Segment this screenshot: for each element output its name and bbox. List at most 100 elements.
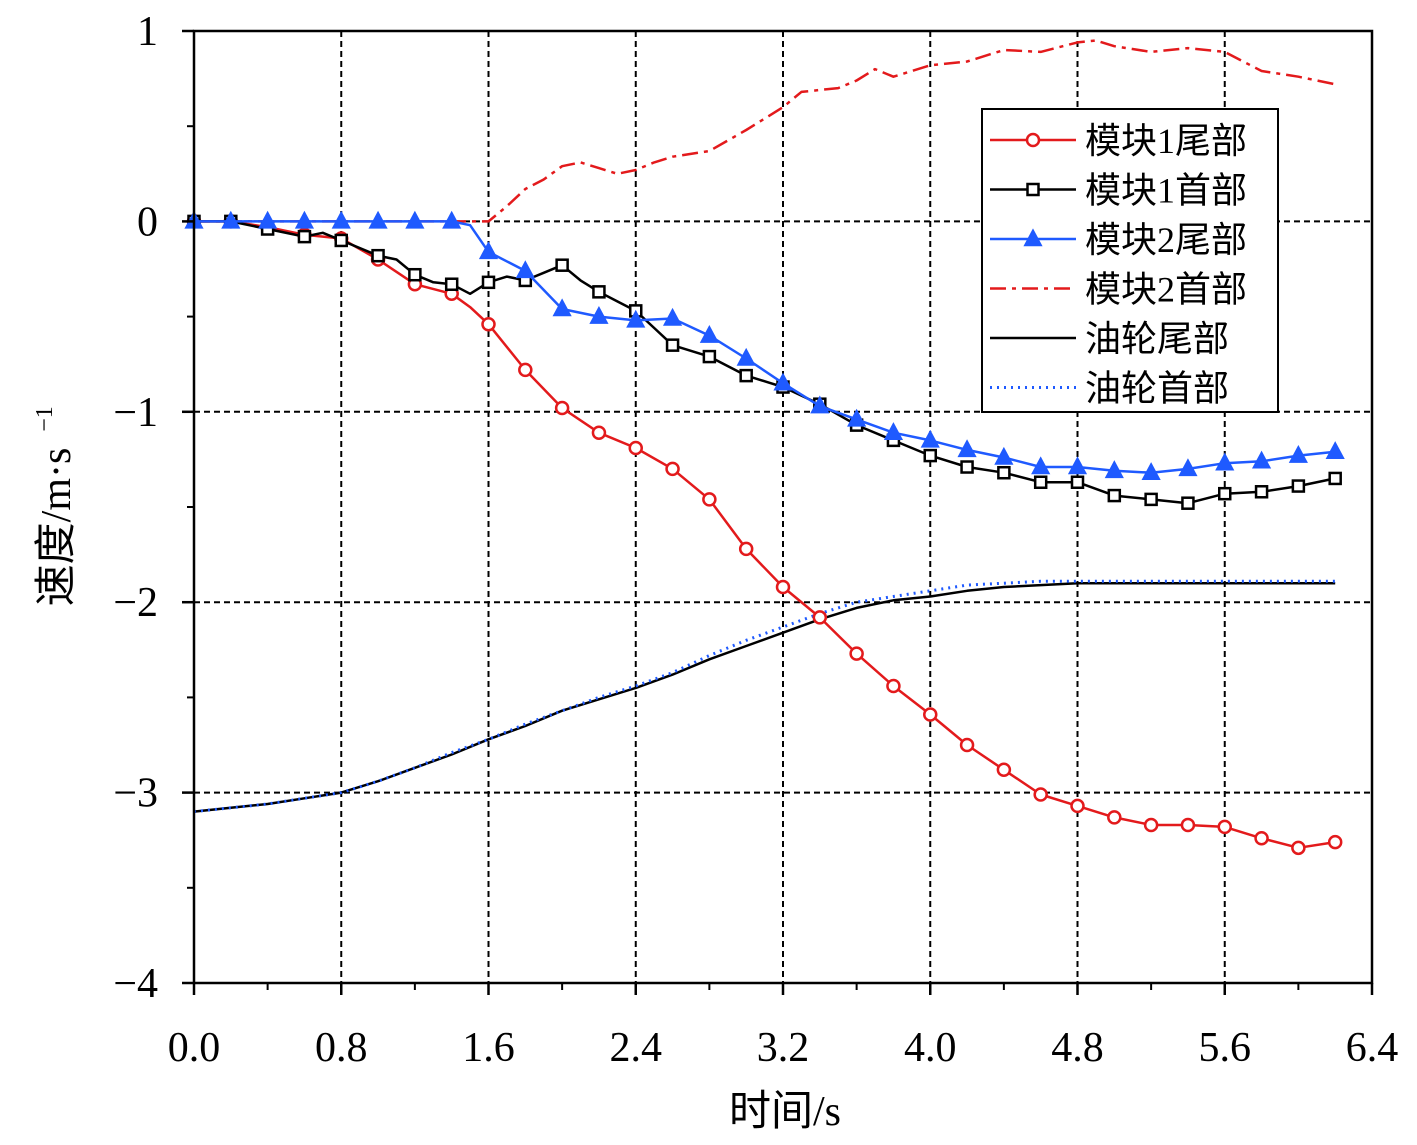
data-point-marker [368, 210, 388, 229]
data-point-marker [702, 349, 717, 364]
data-point-marker [957, 439, 977, 458]
data-point-marker [1254, 485, 1269, 499]
y-tick-label: −1 [113, 390, 158, 436]
data-point-marker [589, 305, 609, 324]
data-point-marker [773, 372, 793, 391]
data-point-marker [1327, 834, 1343, 850]
data-point-marker [1291, 840, 1306, 856]
data-point-marker [1031, 456, 1051, 475]
data-point-marker [1217, 819, 1232, 835]
legend-item: 模块1首部 [990, 171, 1247, 211]
data-point-marker [849, 646, 864, 661]
data-point-marker [481, 316, 496, 332]
data-point-marker [554, 400, 570, 416]
legend-item: 模块1尾部 [990, 121, 1247, 161]
data-point-marker [628, 440, 643, 456]
data-point-marker [1143, 817, 1159, 833]
data-point-marker [1070, 475, 1085, 489]
legend-marker [1023, 228, 1043, 247]
series-6 [193, 579, 1336, 814]
data-point-marker [1291, 479, 1306, 493]
axis-ticks: 0.0 0.8 1.6 2.4 3.2 4.0 4.8 5.6 6.4 1 0 −1 −2 −3 −4 [113, 9, 1398, 1071]
data-point-marker [775, 579, 791, 595]
legend-label: 模块1尾部 [1085, 121, 1247, 161]
data-point-marker [555, 258, 569, 272]
data-point-marker [699, 324, 719, 343]
x-tick-label: 4.0 [904, 1025, 957, 1071]
data-point-marker [996, 762, 1012, 778]
x-tick-label: 2.4 [610, 1025, 663, 1071]
data-point-marker [997, 465, 1011, 480]
data-point-marker [1144, 492, 1158, 507]
data-point-marker [515, 260, 535, 279]
data-point-marker [812, 610, 828, 625]
data-point-marker [442, 210, 462, 229]
data-point-marker [518, 362, 533, 378]
data-point-marker [294, 210, 315, 229]
x-axis-label: 时间/s [729, 1089, 841, 1135]
data-point-marker [1104, 460, 1124, 479]
data-point-marker [702, 492, 717, 507]
data-point-marker [258, 210, 278, 229]
data-point-marker [1033, 787, 1048, 802]
data-point-marker [1288, 444, 1308, 463]
legend-item: 模块2首部 [990, 270, 1247, 310]
data-point-marker [1254, 831, 1269, 846]
x-tick-label: 6.4 [1346, 1025, 1399, 1071]
data-point-marker [331, 210, 351, 229]
data-point-marker [739, 368, 753, 383]
legend-label: 油轮首部 [1085, 369, 1229, 409]
data-point-marker [960, 460, 974, 474]
data-point-marker [665, 338, 680, 352]
legend-label: 模块2首部 [1085, 270, 1247, 310]
x-tick-label: 0.8 [315, 1025, 368, 1071]
data-point-marker [923, 448, 937, 463]
data-point-marker [1328, 471, 1342, 486]
data-point-marker [1067, 456, 1088, 475]
data-point-marker [626, 309, 646, 328]
x-tick-label: 1.6 [462, 1025, 515, 1071]
y-tick-label: −3 [113, 771, 158, 817]
y-axis-label: 速度/m·s −1 [32, 406, 80, 606]
data-point-marker [371, 248, 385, 263]
data-point-marker [221, 210, 241, 229]
legend-marker [1026, 182, 1040, 197]
y-tick-label: −2 [113, 580, 158, 626]
data-point-marker [1215, 452, 1235, 471]
data-point-marker [478, 241, 499, 260]
data-series [184, 39, 1345, 856]
data-point-marker [1107, 810, 1122, 825]
data-point-marker [810, 395, 830, 414]
series-line [194, 39, 1336, 223]
legend-item: 模块2尾部 [990, 220, 1247, 260]
y-axis-label-exponent: −1 [32, 406, 58, 432]
data-point-marker [1070, 798, 1085, 814]
data-point-marker [886, 678, 901, 694]
data-point-marker [1178, 458, 1198, 477]
data-point-marker [591, 425, 607, 440]
y-axis-label-main: 速度/m·s [34, 448, 80, 607]
data-point-marker [920, 429, 940, 448]
legend-marker [1025, 132, 1041, 148]
data-point-marker [662, 307, 683, 326]
legend-label: 模块2尾部 [1085, 220, 1247, 260]
data-point-marker [665, 461, 680, 477]
data-point-marker [1251, 450, 1272, 469]
data-point-marker [959, 737, 975, 753]
data-point-marker [1033, 475, 1048, 489]
series-3 [184, 210, 1345, 480]
series-line [193, 579, 1336, 814]
data-point-marker [444, 277, 459, 291]
data-point-marker [738, 541, 754, 557]
data-point-marker [1180, 817, 1196, 833]
y-tick-label: 1 [137, 9, 158, 55]
y-tick-label: 0 [137, 199, 158, 245]
legend-box [981, 108, 1279, 413]
data-point-marker [481, 275, 496, 290]
legend-label: 模块1首部 [1085, 171, 1247, 211]
data-point-marker [736, 347, 756, 366]
series-line [193, 581, 1336, 813]
data-point-marker [408, 267, 422, 282]
